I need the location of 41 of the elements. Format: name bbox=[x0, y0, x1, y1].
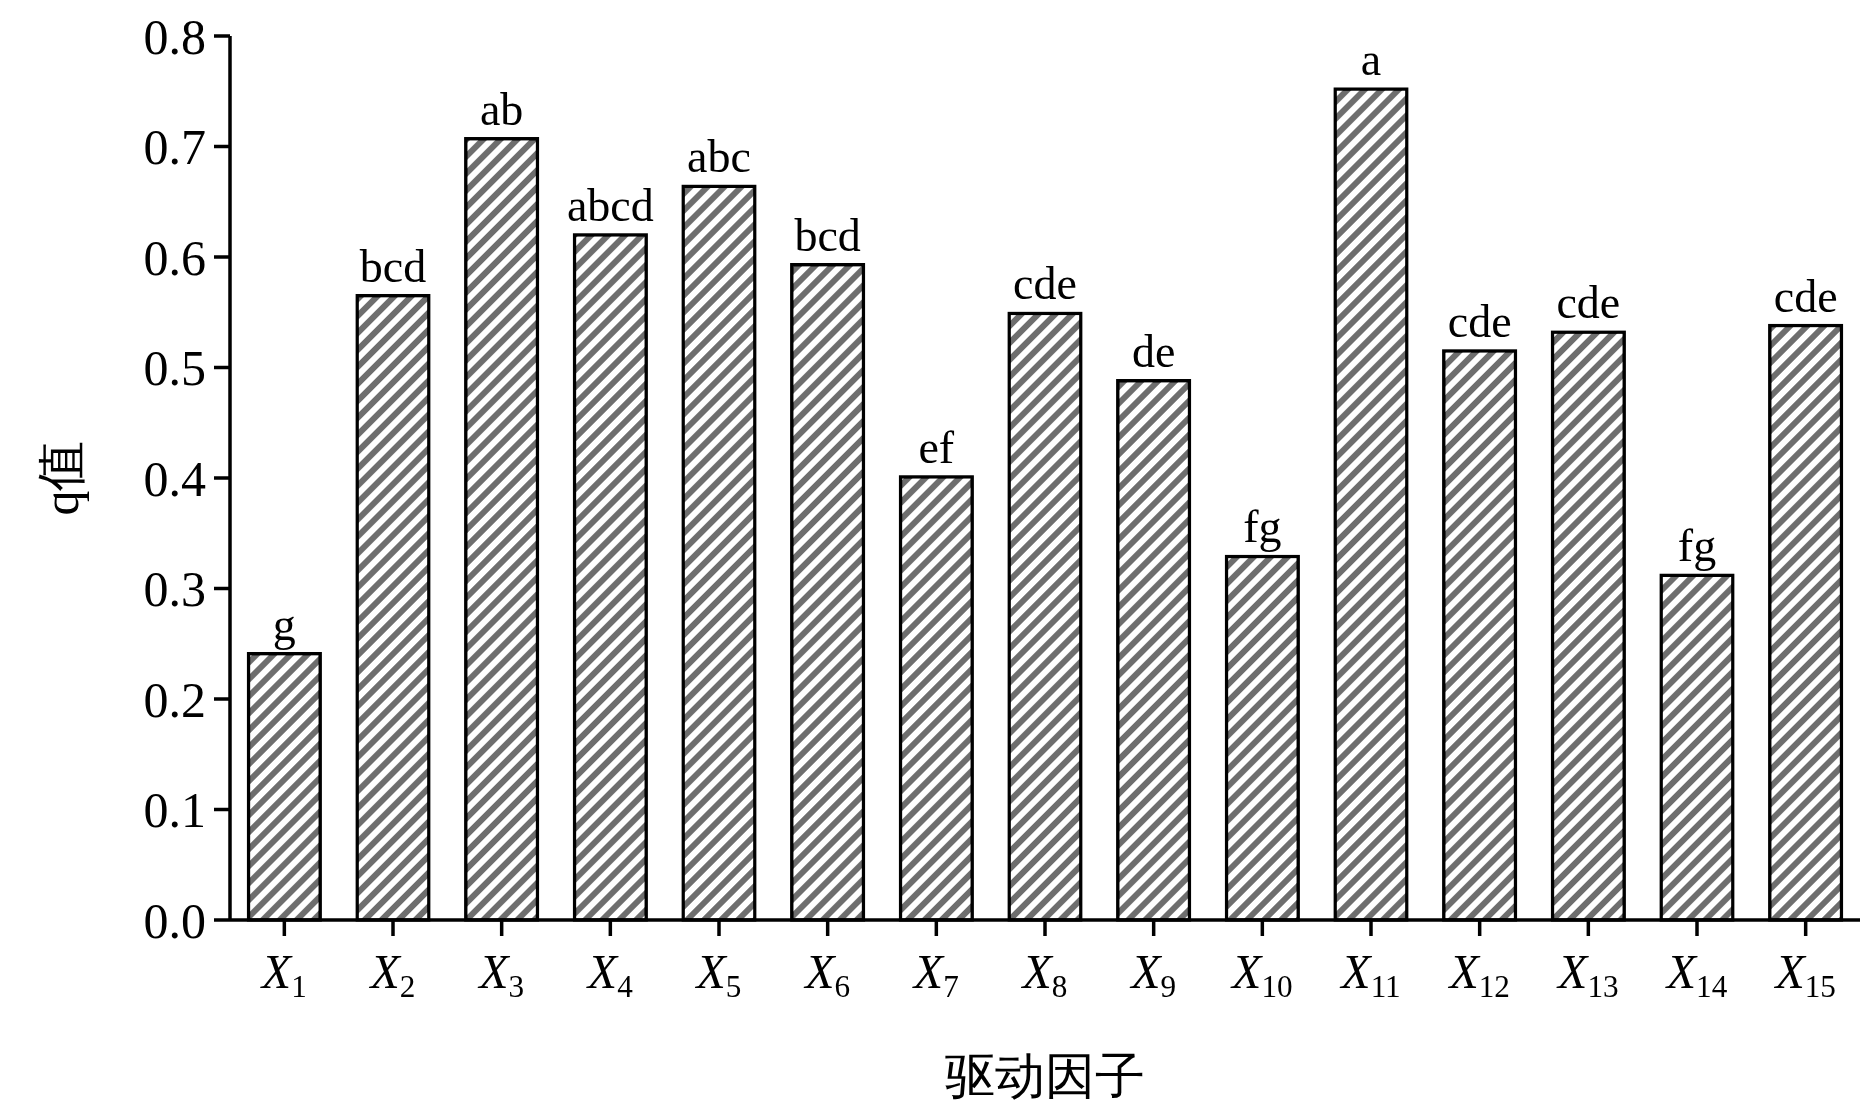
y-tick-label: 0.7 bbox=[143, 119, 206, 175]
data-label: de bbox=[1131, 325, 1176, 377]
data-label: ef bbox=[918, 421, 955, 473]
y-tick-label: 0.3 bbox=[143, 561, 206, 617]
y-tick-label: 0.0 bbox=[143, 892, 206, 949]
x-tick-label: X$_{8}$ bbox=[1020, 945, 1068, 1005]
y-tick-label: 0.1 bbox=[143, 782, 206, 838]
data-label: g bbox=[272, 598, 296, 650]
x-tick-label: X$_{5}$ bbox=[694, 945, 742, 1005]
data-label: bcd bbox=[359, 240, 427, 292]
x-tick-label: X$_{3}$ bbox=[477, 945, 525, 1005]
x-tick-label: X$_{14}$ bbox=[1664, 945, 1728, 1005]
y-tick-label: 0.5 bbox=[143, 340, 206, 396]
x-tick-label: X$_{2}$ bbox=[368, 945, 416, 1005]
y-tick-label: 0.8 bbox=[143, 8, 206, 65]
data-label: abcd bbox=[566, 179, 654, 231]
y-tick-label: 0.4 bbox=[143, 450, 206, 507]
data-label: fg bbox=[1243, 501, 1282, 553]
data-label: abc bbox=[687, 131, 751, 183]
data-label: ab bbox=[479, 83, 524, 135]
data-label: fg bbox=[1677, 520, 1717, 572]
x-axis-title: 驱动因子 bbox=[945, 1048, 1145, 1104]
x-tick-label: X$_{11}$ bbox=[1339, 945, 1401, 1005]
data-label: cde bbox=[1013, 258, 1077, 310]
x-tick-label: X$_{9}$ bbox=[1129, 945, 1177, 1005]
x-tick-label: X$_{12}$ bbox=[1447, 945, 1510, 1005]
x-tick-label: X$_{7}$ bbox=[911, 945, 959, 1005]
x-tick-label: X$_{4}$ bbox=[585, 945, 634, 1005]
y-axis-title: q值 bbox=[33, 440, 89, 516]
y-tick-label: 0.6 bbox=[143, 229, 206, 286]
data-label: cde bbox=[1447, 295, 1512, 347]
data-label: cde bbox=[1556, 277, 1621, 329]
y-tick-label: 0.2 bbox=[143, 671, 206, 728]
x-tick-label: X$_{1}$ bbox=[259, 945, 307, 1005]
x-tick-label: X$_{10}$ bbox=[1230, 945, 1293, 1005]
x-tick-label: X$_{15}$ bbox=[1773, 945, 1836, 1005]
data-label: cde bbox=[1773, 270, 1838, 322]
data-label: bcd bbox=[794, 209, 861, 261]
data-label: a bbox=[1360, 34, 1382, 86]
x-tick-label: X$_{13}$ bbox=[1556, 945, 1619, 1005]
x-tick-label: X$_{6}$ bbox=[803, 945, 851, 1005]
